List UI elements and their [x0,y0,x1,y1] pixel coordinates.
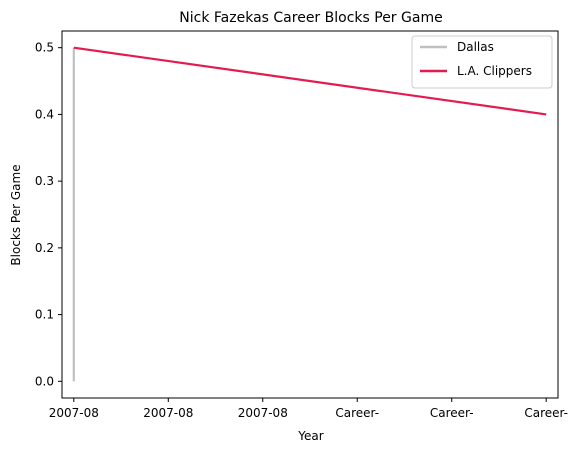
x-tick-label: 2007-08 [49,406,99,420]
y-tick-label: 0.3 [35,174,54,188]
y-tick-label: 0.1 [35,308,54,322]
x-tick-label: 2007-08 [143,406,193,420]
chart-title: Nick Fazekas Career Blocks Per Game [179,10,442,26]
legend-label-dallas: Dallas [457,40,494,54]
legend: Dallas L.A. Clippers [411,35,553,89]
legend-box [411,35,553,89]
x-tick-label: 2007-08 [238,406,288,420]
legend-label-la-clippers: L.A. Clippers [457,64,532,78]
y-axis: 0.0 0.1 0.2 0.3 0.4 0.5 [35,41,62,388]
y-tick-label: 0.5 [35,41,54,55]
y-tick-label: 0.2 [35,241,54,255]
y-tick-label: 0.0 [35,374,54,388]
x-axis: 2007-08 2007-08 2007-08 Career- Career- Caree… [49,398,568,420]
plot-area-frame [61,30,559,399]
x-tick-label: Career- [335,406,379,420]
plot-series [72,46,547,382]
y-axis-title: Blocks Per Game [9,164,23,265]
x-axis-title: Year [297,429,323,443]
y-tick-label: 0.4 [35,107,54,121]
series-line-l-a-clippers [73,46,547,116]
x-tick-label: Career- [524,406,568,420]
x-tick-label: Career- [430,406,474,420]
